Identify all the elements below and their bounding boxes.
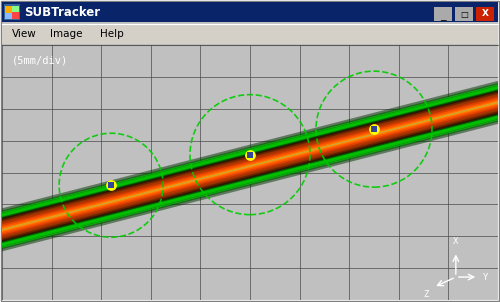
- Text: Z: Z: [423, 290, 428, 299]
- Bar: [2, 24, 498, 44]
- Bar: [12, 12, 19, 19]
- Polygon shape: [0, 86, 500, 246]
- Polygon shape: [0, 83, 500, 249]
- Point: [246, 152, 254, 157]
- Bar: [5, 12, 12, 19]
- Bar: [476, 7, 494, 21]
- Text: SUBTracker: SUBTracker: [24, 5, 100, 18]
- Bar: [455, 7, 473, 21]
- Text: (5mm/div): (5mm/div): [12, 55, 68, 65]
- Bar: [4, 4, 20, 20]
- Text: X: X: [482, 9, 488, 18]
- Bar: [12, 6, 19, 13]
- Text: Help: Help: [100, 29, 124, 39]
- Polygon shape: [0, 78, 500, 255]
- Polygon shape: [0, 82, 500, 251]
- Polygon shape: [0, 91, 500, 241]
- Text: _: _: [440, 11, 446, 21]
- Point: [246, 152, 254, 157]
- Bar: [2, 2, 498, 22]
- Text: Y: Y: [483, 272, 488, 281]
- Point: [370, 127, 378, 132]
- Text: □: □: [460, 9, 468, 18]
- Point: [107, 183, 115, 188]
- Point: [370, 127, 378, 132]
- Polygon shape: [0, 88, 500, 244]
- Polygon shape: [0, 94, 500, 238]
- Polygon shape: [0, 79, 500, 253]
- Polygon shape: [0, 92, 500, 240]
- Text: X: X: [453, 237, 458, 246]
- Polygon shape: [0, 85, 500, 247]
- Bar: [5, 6, 12, 13]
- Polygon shape: [0, 89, 500, 243]
- Point: [107, 183, 115, 188]
- Text: Image: Image: [50, 29, 82, 39]
- Bar: [434, 7, 452, 21]
- Polygon shape: [0, 76, 500, 256]
- Polygon shape: [0, 95, 500, 237]
- Text: View: View: [12, 29, 37, 39]
